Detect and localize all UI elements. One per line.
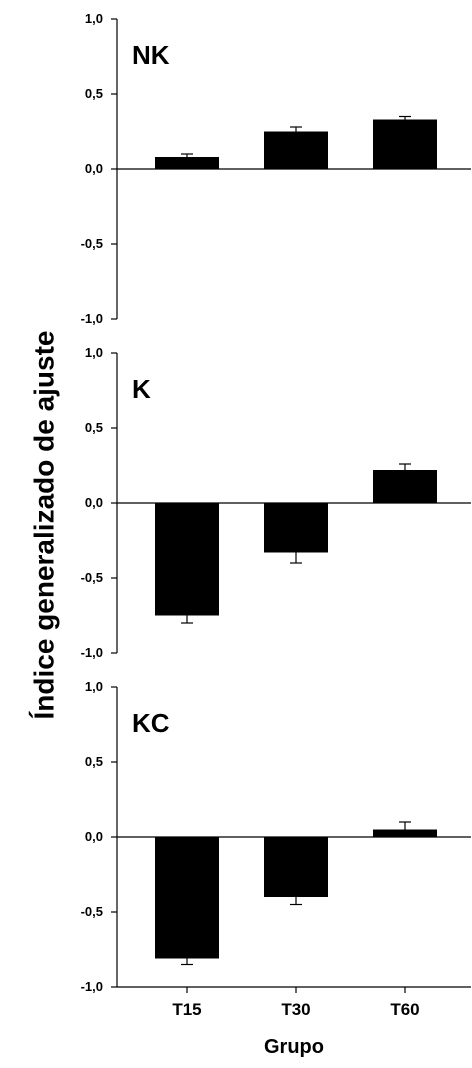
y-tick-label: -1,0 — [81, 645, 103, 660]
panel-nk: 1,0 0,5 0,0 -0,5 -1,0 NK — [81, 11, 471, 326]
y-tick-label: 1,0 — [85, 345, 103, 360]
y-tick-label: 1,0 — [85, 679, 103, 694]
y-tick-label: -0,5 — [81, 236, 103, 251]
y-tick-label: 0,5 — [85, 420, 103, 435]
y-axis-title: Índice generalizado de ajuste — [29, 330, 60, 719]
bar-k-t60 — [373, 470, 437, 503]
y-tick-label: -1,0 — [81, 311, 103, 326]
panel-label-nk: NK — [132, 40, 170, 70]
y-tick-label: -0,5 — [81, 570, 103, 585]
y-tick-label: 0,0 — [85, 829, 103, 844]
y-tick-label: 0,5 — [85, 86, 103, 101]
y-tick-label: 0,5 — [85, 754, 103, 769]
panel-kc: 1,0 0,5 0,0 -0,5 -1,0 KC T15 T30 T60 — [81, 679, 471, 1019]
bar-nk-t15 — [155, 157, 219, 169]
y-tick-label: 1,0 — [85, 11, 103, 26]
panel-label-kc: KC — [132, 708, 170, 738]
bar-kc-t60 — [373, 829, 437, 837]
panel-label-k: K — [132, 374, 151, 404]
chart-panels: 1,00,50,0-0,5-1,0NK1,00,50,0-0,5-1,0K1,0… — [81, 11, 471, 1019]
x-tick-label-t60: T60 — [390, 1000, 419, 1019]
y-tick-label: 0,0 — [85, 161, 103, 176]
x-axis-title: Grupo — [264, 1036, 324, 1058]
bar-k-t30 — [264, 503, 328, 553]
y-tick-label: 0,0 — [85, 495, 103, 510]
y-tick-label: -1,0 — [81, 979, 103, 994]
bar-kc-t30 — [264, 837, 328, 897]
x-tick-label-t30: T30 — [281, 1000, 310, 1019]
panel-k: 1,0 0,5 0,0 -0,5 -1,0 K — [81, 345, 471, 660]
bar-k-t15 — [155, 503, 219, 616]
x-tick-label-t15: T15 — [172, 1000, 201, 1019]
y-tick-label: -0,5 — [81, 904, 103, 919]
bar-nk-t30 — [264, 131, 328, 169]
bar-kc-t15 — [155, 837, 219, 959]
bar-nk-t60 — [373, 119, 437, 169]
